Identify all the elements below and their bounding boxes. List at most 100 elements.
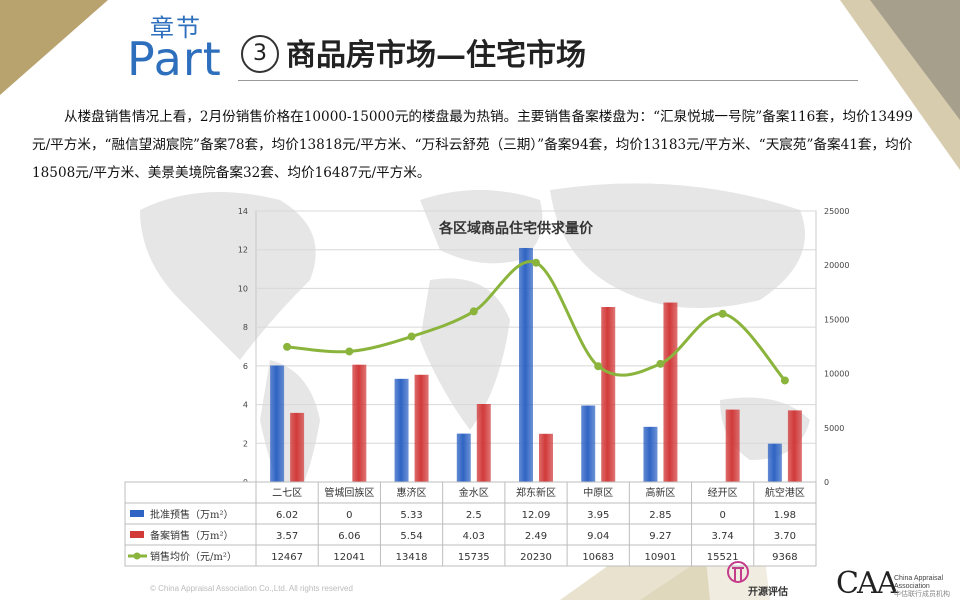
bar-1 — [290, 412, 305, 482]
world-map-background — [140, 183, 810, 510]
bar-1 — [725, 409, 740, 482]
price-line — [286, 260, 787, 382]
caa-caption-line: Association — [894, 583, 930, 590]
price-point — [345, 347, 354, 356]
y-left-tick-label: 14 — [238, 207, 248, 216]
page-title: 商品房市场—住宅市场 — [286, 38, 586, 73]
legend-swatch-1 — [130, 531, 144, 538]
section-number: 3 — [241, 35, 279, 73]
bar-1 — [539, 433, 553, 482]
table-cell: 9368 — [772, 552, 797, 563]
price-point — [718, 309, 727, 318]
table-cell: 10683 — [582, 552, 614, 563]
price-point — [283, 342, 292, 351]
bar-0 — [456, 433, 471, 482]
table-cell: 15521 — [707, 552, 739, 563]
price-point — [594, 362, 603, 371]
x-category-label: 二七区 — [272, 487, 302, 499]
y-left-tick-label: 12 — [238, 246, 248, 255]
bar-0 — [643, 426, 658, 482]
table-cell: 12.09 — [522, 510, 551, 521]
legend-swatch-point — [133, 552, 141, 560]
y-left-tick-label: 10 — [238, 284, 248, 293]
table-cell: 5.54 — [400, 531, 422, 542]
copyright-text: © China Appraisal Association Co.,Ltd. A… — [150, 584, 353, 593]
caa-logo-mark: CAA — [836, 566, 898, 601]
table-cell: 12041 — [333, 552, 365, 563]
table-cell: 2.5 — [466, 510, 482, 521]
table-cell: 20230 — [520, 552, 552, 563]
table-cell: 3.95 — [587, 510, 609, 521]
table-cell: 2.49 — [525, 531, 547, 542]
y-left-tick-label: 8 — [243, 323, 248, 332]
price-point — [469, 307, 478, 316]
summary-paragraph: 从楼盘销售情况上看，2月份销售价格在10000-15000元的楼盘最为热销。主要… — [32, 109, 913, 181]
x-category-label: 郑东新区 — [516, 486, 556, 499]
bar-0 — [767, 443, 782, 482]
kaiyuan-logo-icon — [727, 561, 749, 583]
x-category-label: 高新区 — [645, 486, 675, 499]
table-cell: 5.33 — [400, 510, 422, 521]
price-point — [780, 376, 789, 385]
table-cell: 0 — [719, 510, 725, 521]
table-cell: 9.27 — [649, 531, 671, 542]
table-cell: 9.04 — [587, 531, 609, 542]
y-left-tick-label: 2 — [243, 439, 248, 448]
part-label: Part — [127, 32, 222, 86]
table-cell: 6.02 — [276, 510, 298, 521]
caa-caption-line: 中估联行成员机构 — [894, 591, 950, 598]
bar-1 — [414, 374, 429, 482]
y-right-tick-label: 25000 — [824, 207, 849, 216]
bar-0 — [270, 365, 285, 482]
table-cell: 1.98 — [774, 510, 796, 521]
legend-swatch-0 — [130, 510, 144, 517]
y-right-tick-label: 10000 — [824, 370, 849, 379]
table-cell: 10901 — [645, 552, 677, 563]
price-point — [407, 332, 416, 341]
y-right-tick-label: 5000 — [824, 424, 844, 433]
legend-label: 销售均价（元/m²） — [150, 550, 237, 563]
bar-1 — [476, 403, 491, 482]
legend-label: 备案销售（万m²） — [150, 529, 234, 542]
title-underline — [238, 80, 858, 81]
table-cell: 0 — [346, 510, 352, 521]
table-cell: 13418 — [396, 552, 428, 563]
x-category-label: 中原区 — [583, 486, 613, 499]
y-right-tick-label: 20000 — [824, 261, 849, 270]
caa-caption-line: China Appraisal — [894, 575, 944, 582]
table-cell: 3.57 — [276, 531, 298, 542]
table-cell: 12467 — [271, 552, 303, 563]
legend-label: 批准预售（万m²） — [150, 508, 234, 521]
bar-1 — [787, 410, 802, 482]
kaiyuan-logo-text: 开源评估 — [748, 587, 788, 598]
chapter-label: 章节 — [150, 14, 202, 42]
bar-0 — [519, 247, 533, 482]
table-cell: 15735 — [458, 552, 490, 563]
bar-1 — [352, 364, 367, 482]
x-category-label: 惠济区 — [397, 486, 427, 499]
y-right-tick-label: 0 — [824, 478, 829, 487]
table-cell: 6.06 — [338, 531, 360, 542]
x-category-label: 管城回族区 — [324, 486, 374, 499]
bar-1 — [663, 302, 678, 482]
price-point — [532, 258, 540, 267]
x-category-label: 金水区 — [459, 486, 489, 499]
x-category-label: 经开区 — [708, 486, 738, 499]
table-cell: 3.74 — [712, 531, 734, 542]
table-cell: 4.03 — [463, 531, 485, 542]
corner-decoration-left — [0, 0, 230, 95]
caa-logo-caption: China Appraisal Association 中估联行成员机构 — [894, 575, 954, 599]
price-point — [656, 359, 665, 368]
table-cell: 2.85 — [649, 510, 671, 521]
bar-0 — [581, 405, 596, 482]
table-cell: 3.70 — [774, 531, 796, 542]
y-left-tick-label: 6 — [243, 362, 248, 371]
bar-1 — [601, 307, 616, 482]
x-category-label: 航空港区 — [765, 486, 805, 499]
chart-title: 各区域商品住宅供求量价 — [438, 220, 594, 237]
corner-decoration-right — [840, 0, 960, 170]
y-left-tick-label: 4 — [243, 401, 248, 410]
bar-0 — [394, 378, 409, 482]
y-right-tick-label: 15000 — [824, 315, 849, 324]
